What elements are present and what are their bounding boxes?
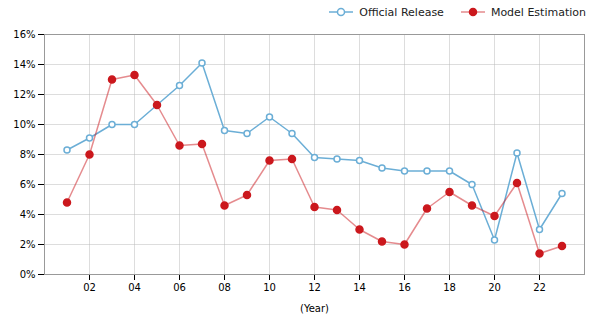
svg-text:02: 02 xyxy=(83,282,96,293)
svg-text:12%: 12% xyxy=(13,89,35,100)
svg-text:18: 18 xyxy=(443,282,456,293)
svg-text:4%: 4% xyxy=(20,209,36,220)
svg-text:2%: 2% xyxy=(20,239,36,250)
svg-text:22: 22 xyxy=(533,282,546,293)
svg-text:10: 10 xyxy=(263,282,276,293)
svg-text:10%: 10% xyxy=(13,119,35,130)
html-text:Official Release: Official Release xyxy=(359,5,444,19)
svg-text:6%: 6% xyxy=(20,179,36,190)
html-text:Model Estimation: Model Estimation xyxy=(490,5,586,19)
svg-text:14%: 14% xyxy=(13,59,35,70)
svg-text:(Year): (Year) xyxy=(300,303,329,314)
svg-text:04: 04 xyxy=(128,282,141,293)
svg-text:8%: 8% xyxy=(20,149,36,160)
svg-text:06: 06 xyxy=(173,282,186,293)
svg-text:0%: 0% xyxy=(20,269,36,280)
svg-text:16: 16 xyxy=(398,282,411,293)
svg-text:16%: 16% xyxy=(13,29,35,40)
svg-text:14: 14 xyxy=(353,282,366,293)
svg-text:08: 08 xyxy=(218,282,231,293)
svg-text:12: 12 xyxy=(308,282,321,293)
svg-text:20: 20 xyxy=(488,282,501,293)
